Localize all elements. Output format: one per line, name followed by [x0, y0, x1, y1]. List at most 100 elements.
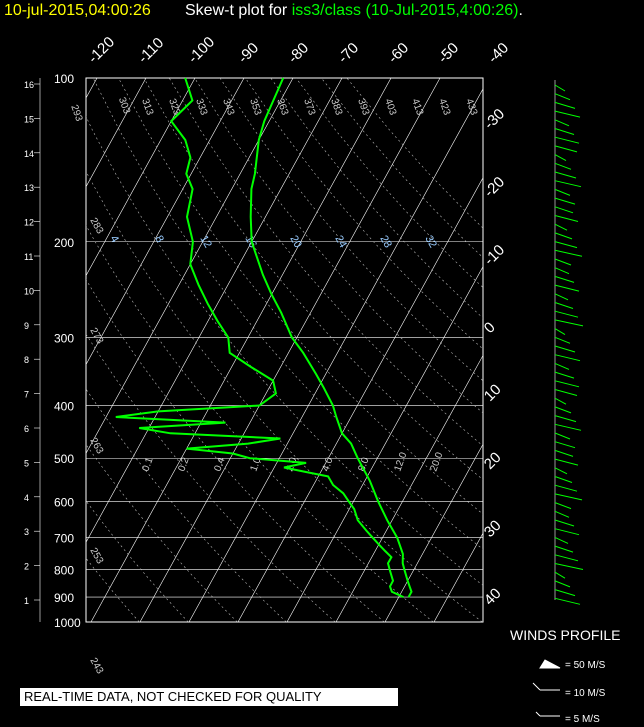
temp-right-label: -10	[481, 241, 508, 268]
isotherm-line	[86, 78, 245, 366]
mixing-ratio-label: 16	[242, 234, 259, 251]
height-km-tick-label: 14	[24, 149, 34, 159]
theta-label: 423	[436, 97, 452, 117]
wind-barb	[554, 84, 566, 92]
wind-barb	[554, 310, 579, 318]
mixing-ratio-low-label: 0.4	[212, 456, 227, 473]
wind-barb	[554, 510, 570, 518]
header-date: 10-jul-2015,04:00:26	[4, 2, 151, 19]
pressure-tick-label: 1000	[54, 616, 81, 630]
dewpoint-profile	[115, 77, 405, 599]
wind-barb	[554, 354, 581, 362]
isotherm-line	[86, 78, 294, 454]
wind-barb	[554, 180, 582, 188]
pressure-tick-label: 400	[54, 400, 74, 414]
mixing-ratio-low-label: 12.0	[392, 451, 409, 473]
wind-barb	[554, 441, 576, 449]
wind-barb	[554, 101, 576, 109]
wind-barb	[554, 389, 578, 396]
mixing-ratio-label: 28	[377, 234, 394, 251]
temp-right-label: 10	[481, 381, 505, 405]
dry-adiabat	[245, 78, 483, 350]
height-km-tick-label: 15	[24, 114, 34, 124]
theta-label: 333	[193, 97, 209, 117]
theta-left-label: 273	[87, 326, 105, 346]
wind-barb	[554, 275, 575, 283]
height-km-tick-label: 5	[24, 458, 29, 468]
isotherm-line	[335, 354, 483, 622]
isotherm-line	[86, 78, 147, 188]
wind-barb	[554, 188, 571, 196]
wind-barb	[554, 528, 580, 536]
wind-barb	[554, 589, 576, 597]
wind-barb	[554, 449, 574, 457]
temperature-profile	[249, 77, 413, 598]
header-title-prefix: Skew-t plot for	[185, 2, 292, 19]
pressure-tick-label: 500	[54, 452, 74, 466]
wind-barb	[554, 215, 579, 222]
pressure-tick-label: 100	[54, 72, 74, 86]
wind-barb	[554, 476, 573, 483]
wind-barb	[554, 241, 578, 249]
mixing-ratio-low-label: 1.0	[248, 456, 263, 473]
dry-adiabat	[86, 115, 483, 586]
dry-adiabat	[86, 333, 336, 622]
isotherm-line	[86, 78, 196, 277]
wind-barb	[554, 536, 569, 544]
wind-barb	[554, 458, 579, 466]
wind-barb	[554, 423, 582, 431]
wind-barb	[554, 328, 566, 336]
legend-10ms: = 10 M/S	[565, 688, 606, 699]
isotherm-line	[0, 78, 48, 622]
theta-left-label: 263	[87, 436, 105, 456]
header-station: iss3/class (10-Jul-2015,4:00:26)	[291, 2, 519, 19]
height-km-tick-label: 11	[24, 252, 33, 262]
dry-adiabat	[86, 224, 434, 622]
pressure-tick-label: 900	[54, 591, 74, 605]
plot-frame	[85, 77, 484, 623]
wind-barb	[554, 293, 569, 301]
isotherm-line	[433, 532, 483, 622]
mixing-ratio-label: 12	[197, 234, 214, 251]
wind-barb	[554, 258, 572, 266]
wind-barb	[554, 206, 574, 214]
theta-label: 353	[247, 97, 263, 117]
wind-barb	[554, 232, 573, 240]
temp-top-label: -40	[485, 39, 512, 66]
height-km-tick-label: 13	[24, 183, 34, 193]
wind-barb	[554, 502, 572, 510]
isotherm-line	[286, 265, 483, 622]
wind-barb	[554, 580, 571, 588]
wind-barb	[554, 380, 580, 388]
height-km-tick-label: 1	[24, 596, 29, 606]
temp-top-label: -80	[285, 39, 312, 66]
mixing-ratio-label: 24	[332, 234, 349, 251]
dry-adiabat	[168, 78, 483, 447]
temp-top-label: -120	[85, 34, 118, 67]
mixing-ratio-label: 8	[152, 234, 165, 245]
wind-barb	[554, 571, 566, 579]
theta-label: 313	[139, 97, 155, 117]
wind-barb	[554, 284, 580, 292]
wind-barb	[554, 119, 570, 127]
mixing-ratio-low-label: 20.0	[428, 451, 445, 473]
theta-label: 343	[220, 97, 236, 117]
wind-barb	[554, 484, 578, 492]
isotherm-line	[86, 78, 98, 99]
pressure-tick-label: 800	[54, 563, 74, 577]
isotherm-line	[139, 78, 441, 622]
wind-barb	[554, 197, 576, 205]
theta-label: 293	[68, 103, 84, 123]
temp-top-label: -70	[335, 39, 362, 66]
temp-right-label: -20	[481, 173, 508, 200]
wind-barb	[554, 597, 581, 605]
dry-adiabat	[270, 78, 483, 319]
temp-right-label: -30	[481, 105, 508, 132]
mixing-ratio-low-label: 4.0	[320, 456, 335, 473]
legend-50ms: = 50 M/S	[565, 660, 606, 671]
temp-right-label: 40	[481, 585, 505, 609]
isotherm-line	[90, 78, 392, 622]
wind-legend-barb	[535, 711, 560, 717]
